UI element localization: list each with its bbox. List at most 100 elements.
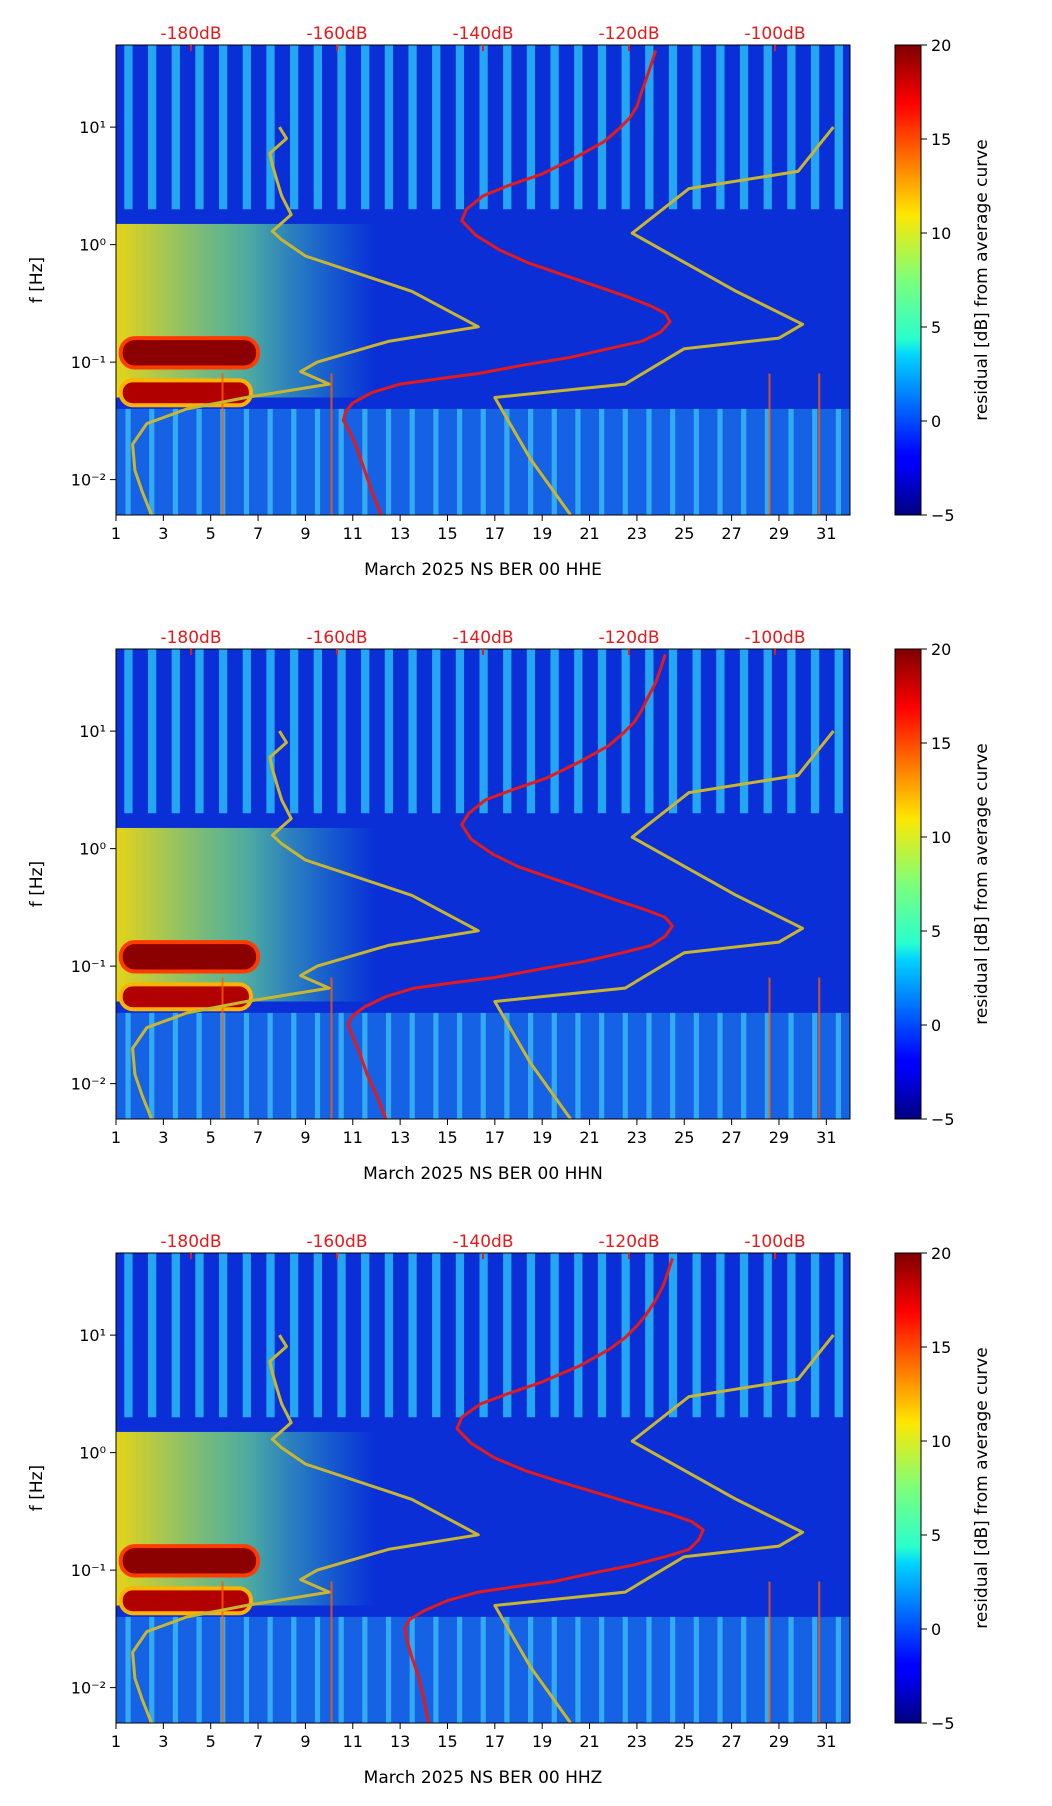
heatmap-low-stripe bbox=[551, 1616, 557, 1723]
heatmap-low-stripe bbox=[172, 1012, 179, 1119]
heatmap-day-stripe bbox=[834, 45, 843, 210]
x-tick-label: 5 bbox=[206, 1128, 216, 1147]
heatmap-low-stripe bbox=[149, 1012, 155, 1119]
heatmap-low-stripe bbox=[338, 408, 344, 515]
colorbar-tick-label: 10 bbox=[931, 828, 951, 847]
heatmap-low-stripe bbox=[409, 1616, 415, 1723]
top-scale-label: -100dB bbox=[744, 628, 805, 648]
heatmap-low-stripe bbox=[670, 1616, 676, 1723]
heatmap-day-stripe bbox=[195, 1253, 204, 1418]
heatmap-low-stripe bbox=[385, 1616, 392, 1723]
heatmap-day-stripe bbox=[763, 45, 772, 210]
heatmap-low-stripe bbox=[125, 408, 131, 515]
heatmap-low-stripe bbox=[456, 1616, 463, 1723]
heatmap-day-stripe bbox=[384, 1253, 394, 1418]
heatmap-day-stripe bbox=[645, 649, 654, 814]
heatmap-low-stripe bbox=[291, 1616, 297, 1723]
y-tick-label: 10⁰ bbox=[79, 236, 106, 255]
heatmap-day-stripe bbox=[432, 45, 441, 210]
heatmap-day-stripe bbox=[455, 649, 465, 814]
heatmap-hot-band bbox=[118, 378, 253, 408]
panel-2-xlabel: March 2025 NS BER 00 HHN bbox=[363, 1164, 603, 1184]
heatmap-glow bbox=[116, 223, 377, 398]
heatmap-low-stripe bbox=[646, 1616, 652, 1723]
heatmap-low-stripe bbox=[788, 408, 794, 515]
x-tick-label: 21 bbox=[579, 1128, 599, 1147]
heatmap-day-stripe bbox=[242, 45, 251, 210]
series-line bbox=[403, 1257, 705, 1724]
heatmap-low-stripe bbox=[741, 408, 747, 515]
x-tick-label: 3 bbox=[158, 524, 168, 543]
heatmap-day-stripe bbox=[621, 45, 630, 210]
x-tick-label: 23 bbox=[627, 524, 647, 543]
x-tick-label: 19 bbox=[532, 1732, 552, 1751]
heatmap-low-stripe bbox=[551, 408, 557, 515]
heatmap-day-stripe bbox=[384, 45, 394, 210]
heatmap-day-stripe bbox=[787, 1253, 796, 1418]
heatmap-low-stripe bbox=[314, 1012, 321, 1119]
heatmap-low-stripe bbox=[125, 1012, 131, 1119]
heatmap-low-stripe bbox=[433, 408, 439, 515]
heatmap-low-stripe bbox=[196, 408, 202, 515]
series-line bbox=[131, 730, 480, 1120]
panel-3: 1 3 5 7 9 11 13 15 17 19 21 23 25 27 29 31 10⁻²10⁻¹10⁰1… bbox=[27, 1232, 992, 1788]
heatmap-low-stripe bbox=[480, 1616, 486, 1723]
heatmap-low-stripe bbox=[409, 408, 415, 515]
top-scale-label: -100dB bbox=[744, 1232, 805, 1252]
x-tick-label: 29 bbox=[769, 1128, 789, 1147]
top-scale-label: -140dB bbox=[452, 24, 513, 44]
heatmap-day-stripe bbox=[384, 649, 394, 814]
heatmap-low-stripe bbox=[599, 1616, 605, 1723]
heatmap-low-stripe bbox=[764, 1012, 770, 1119]
heatmap-low-stripe bbox=[599, 408, 605, 515]
panel-2-top-scale: -180dB -160dB -140dB -120dB -100dB bbox=[160, 628, 806, 655]
heatmap-low-stripe bbox=[599, 1012, 605, 1119]
x-tick-label: 15 bbox=[437, 1732, 457, 1751]
heatmap-day-stripe bbox=[479, 1253, 488, 1418]
heatmap-day-stripe bbox=[218, 649, 228, 814]
x-tick-label: 17 bbox=[485, 1128, 505, 1147]
x-tick-label: 7 bbox=[253, 1128, 263, 1147]
y-tick-label: 10¹ bbox=[79, 1326, 106, 1345]
heatmap-day-stripe bbox=[526, 45, 536, 210]
heatmap-low-stripe bbox=[835, 408, 842, 515]
x-tick-label: 11 bbox=[343, 1128, 363, 1147]
heatmap-hot-band bbox=[118, 982, 253, 1012]
heatmap-day-stripe bbox=[834, 649, 843, 814]
x-tick-label: 17 bbox=[485, 524, 505, 543]
heatmap-day-stripe bbox=[147, 1253, 157, 1418]
heatmap-day-stripe bbox=[763, 1253, 772, 1418]
heatmap-low-stripe bbox=[291, 1012, 297, 1119]
y-tick-label: 10⁻² bbox=[71, 1679, 106, 1698]
heatmap-low-stripe bbox=[575, 1616, 581, 1723]
heatmap-low-stripe bbox=[646, 1012, 652, 1119]
heatmap-low-stripe bbox=[812, 1616, 818, 1723]
colorbar-tick-label: 10 bbox=[931, 224, 951, 243]
heatmap-low-stripe bbox=[741, 1012, 747, 1119]
top-scale-label: -160dB bbox=[306, 628, 367, 648]
colorbar-tick-label: −5 bbox=[931, 506, 955, 525]
series-line bbox=[493, 126, 835, 516]
panel-2-x-ticks: 1 3 5 7 9 11 13 15 17 19 21 23 25 27 29 31 bbox=[111, 1119, 837, 1147]
heatmap-low-stripe bbox=[267, 1616, 273, 1723]
panel-2-colorbar: −5 0 5 10 15 20 residual [dB] from average cur… bbox=[894, 640, 992, 1129]
panel-3-colorbar: −5 0 5 10 15 20 residual [dB] from average cur… bbox=[894, 1244, 992, 1733]
panel-1-x-ticks: 1 3 5 7 9 11 13 15 17 19 21 23 25 27 29 31 bbox=[111, 515, 837, 543]
heatmap-low-stripe bbox=[835, 1616, 842, 1723]
heatmap-low-stripe bbox=[812, 408, 818, 515]
heatmap-low-stripe bbox=[717, 1616, 723, 1723]
heatmap-day-stripe bbox=[550, 45, 559, 210]
x-tick-label: 31 bbox=[816, 1128, 836, 1147]
heatmap-low-stripe bbox=[362, 408, 368, 515]
heatmap-low-stripe bbox=[267, 1012, 273, 1119]
y-tick-label: 10¹ bbox=[79, 118, 106, 137]
y-tick-label: 10⁰ bbox=[79, 840, 106, 859]
top-scale-label: -160dB bbox=[306, 24, 367, 44]
panel-3-y-ticks: 10⁻² 10⁻¹ 10⁰ 10¹ bbox=[71, 1326, 116, 1698]
heatmap-low-stripe bbox=[338, 1616, 344, 1723]
y-tick-label: 10⁻¹ bbox=[71, 1561, 106, 1580]
colorbar-label: residual [dB] from average curve bbox=[972, 139, 992, 420]
heatmap-day-stripe bbox=[668, 1253, 678, 1418]
x-tick-label: 9 bbox=[300, 1732, 310, 1751]
heatmap-day-stripe bbox=[787, 649, 796, 814]
